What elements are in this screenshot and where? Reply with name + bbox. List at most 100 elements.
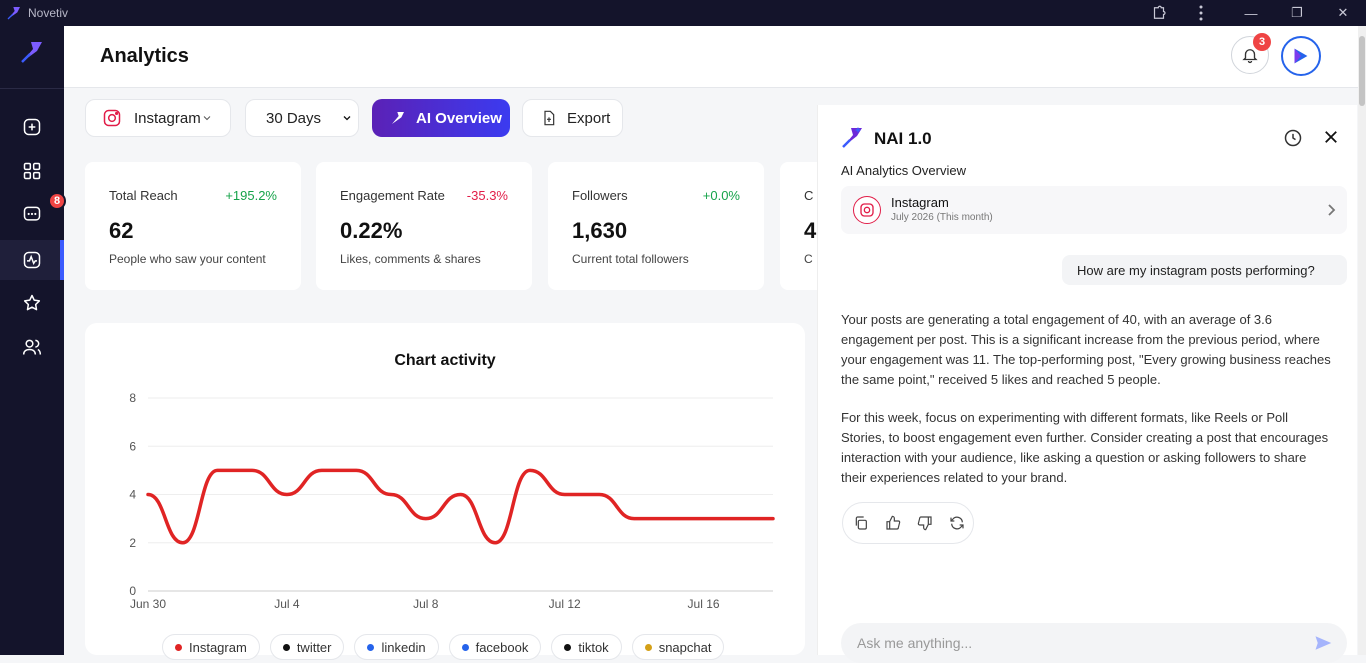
stat-value: 4 [804, 218, 817, 243]
ai-context-selector[interactable]: Instagram July 2026 (This month) [841, 186, 1347, 234]
stat-value: 62 [109, 218, 134, 243]
ai-panel: NAI 1.0 AI Analytics Overview Instagram … [817, 105, 1357, 663]
close-window-button[interactable]: ✕ [1337, 5, 1349, 20]
analytics-icon [23, 251, 41, 269]
y-tick-label: 8 [129, 391, 136, 405]
history-icon[interactable] [1283, 128, 1303, 148]
stat-card-followers: Followers +0.0% 1,630 Current total foll… [548, 162, 764, 290]
sidebar-item-messages[interactable] [0, 194, 64, 234]
stat-name: Followers [572, 188, 628, 203]
close-icon[interactable] [1322, 128, 1340, 146]
nai-logo-icon [842, 127, 862, 148]
legend-item-linkedin[interactable]: linkedin [354, 634, 439, 660]
star-icon [23, 294, 41, 311]
extensions-icon[interactable] [1150, 4, 1168, 22]
legend-item-tiktok[interactable]: tiktok [551, 634, 622, 660]
legend-label: facebook [475, 639, 529, 655]
plus-square-icon [23, 118, 41, 136]
legend-dot [175, 643, 182, 651]
sidebar: 8 [0, 26, 66, 655]
stat-card-total-reach: Total Reach +195.2% 62 People who saw yo… [85, 162, 301, 290]
legend-item-twitter[interactable]: twitter [269, 634, 345, 660]
users-icon [22, 339, 42, 355]
y-tick-label: 6 [129, 439, 136, 453]
x-tick-label: Jun 30 [130, 597, 166, 611]
legend-item-instagram[interactable]: Instagram [162, 634, 260, 660]
stat-desc: Current total followers [572, 252, 689, 266]
legend-dot [644, 643, 652, 651]
regenerate-icon[interactable] [949, 515, 965, 531]
window-title: Novetiv [28, 6, 69, 20]
thumbs-down-icon[interactable] [917, 515, 933, 531]
stat-desc: C [804, 252, 813, 266]
notification-count-badge: 3 [1253, 33, 1271, 51]
chevron-right-icon [1328, 204, 1336, 216]
stat-name: C [804, 188, 814, 203]
sidebar-item-create[interactable] [0, 107, 64, 147]
stat-name: Engagement Rate [340, 188, 445, 203]
sidebar-item-analytics[interactable] [0, 240, 64, 280]
brand-logo-icon[interactable] [18, 38, 46, 66]
ai-answer-paragraph: Your posts are generating a total engage… [841, 312, 1331, 387]
legend-dot [282, 643, 290, 651]
copy-icon[interactable] [853, 515, 869, 531]
page-title: Analytics [100, 45, 189, 67]
messages-badge: 8 [48, 192, 66, 210]
brand-avatar-icon [1294, 48, 1308, 64]
ai-panel-title: NAI 1.0 [874, 129, 932, 148]
export-label: Export [567, 109, 611, 127]
legend-label: linkedin [381, 639, 426, 655]
instagram-icon [103, 109, 121, 127]
chevron-down-icon [343, 116, 351, 121]
page-scrollbar[interactable] [1358, 26, 1366, 655]
platform-selector[interactable]: Instagram [85, 99, 231, 137]
y-tick-label: 0 [129, 584, 136, 598]
period-select[interactable]: 30 Days [245, 99, 359, 137]
legend-item-snapchat[interactable]: snapchat [631, 634, 725, 660]
stat-value: 0.22% [340, 218, 403, 243]
stat-delta: -35.3% [466, 188, 508, 203]
y-tick-label: 2 [129, 536, 136, 550]
stat-name: Total Reach [109, 188, 178, 203]
y-tick-label: 4 [129, 488, 136, 502]
sidebar-item-team[interactable] [0, 327, 64, 367]
stat-delta: +0.0% [702, 188, 740, 203]
context-date: July 2026 (This month) [891, 212, 993, 223]
legend-dot [367, 643, 375, 651]
ai-overview-button[interactable]: AI Overview [372, 99, 510, 137]
context-name: Instagram [891, 195, 949, 210]
window-menu-icon[interactable] [1196, 4, 1206, 22]
legend-label: twitter [296, 639, 332, 655]
window-controls: — ❐ ✕ [1228, 0, 1366, 26]
avatar[interactable] [1281, 36, 1321, 76]
sidebar-divider [0, 88, 64, 89]
series-line-instagram [146, 468, 775, 545]
period-label: 30 Days [266, 109, 322, 127]
legend-dot [461, 643, 469, 651]
legend-dot [564, 643, 572, 651]
legend-label: snapchat [658, 639, 712, 655]
export-button[interactable]: Export [522, 99, 623, 137]
export-file-icon [544, 110, 555, 126]
stat-delta: +195.2% [225, 188, 277, 203]
ai-overview-label: AI Overview [416, 109, 502, 127]
chart-title: Chart activity [394, 352, 496, 369]
chart-activity-plot: 0 2 4 6 8 Jun 30 Jul 4 Jul 8 Jul 12 Jul 16 [129, 391, 775, 611]
chart-legend: Instagram twitter linkedin facebook tiktok sn… [162, 634, 725, 660]
grid-icon [23, 162, 41, 180]
sidebar-item-favorites[interactable] [0, 283, 64, 323]
thumbs-up-icon[interactable] [885, 515, 901, 531]
ask-input[interactable] [857, 632, 1297, 654]
maximize-button[interactable]: ❐ [1291, 5, 1303, 20]
sparkle-feather-icon [392, 112, 404, 124]
window-titlebar: Novetiv [0, 0, 1366, 26]
scrollbar-thumb[interactable] [1359, 36, 1365, 106]
answer-actions [842, 502, 974, 544]
send-icon[interactable] [1313, 634, 1333, 652]
instagram-icon [853, 196, 881, 224]
platform-label: Instagram [134, 109, 201, 127]
minimize-button[interactable]: — [1244, 5, 1258, 21]
sidebar-item-dashboard[interactable] [0, 151, 64, 191]
legend-item-facebook[interactable]: facebook [448, 634, 542, 660]
ai-panel-subtitle: AI Analytics Overview [841, 163, 966, 178]
